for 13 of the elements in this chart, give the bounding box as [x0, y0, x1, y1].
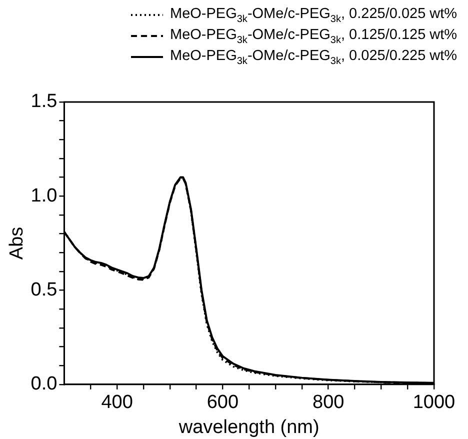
x-tick-label: 400	[101, 392, 133, 414]
x-tick-label: 600	[206, 392, 239, 414]
y-axis-title: Abs	[6, 226, 28, 260]
x-tick-label: 800	[312, 392, 344, 414]
y-tick-label: 0.0	[30, 374, 58, 395]
y-tick-label: 0.5	[30, 280, 58, 300]
x-axis-title: wavelength (nm)	[178, 416, 320, 438]
y-tick-label: 1.0	[30, 185, 58, 206]
y-tick-label: 1.5	[30, 91, 58, 112]
x-tick-label: 1000	[412, 392, 456, 414]
legend-label: MeO-PEG$_{3k}$-OMe/c-PEG$_{3k}$, 0.125/0.125 wt%	[170, 26, 458, 46]
legend-label: MeO-PEG$_{3k}$-OMe/c-PEG$_{3k}$, 0.025/0.225 wt%	[170, 47, 458, 67]
legend-label: MeO-PEG$_{3k}$-OMe/c-PEG$_{3k}$, 0.225/0.025 wt%	[170, 5, 458, 25]
